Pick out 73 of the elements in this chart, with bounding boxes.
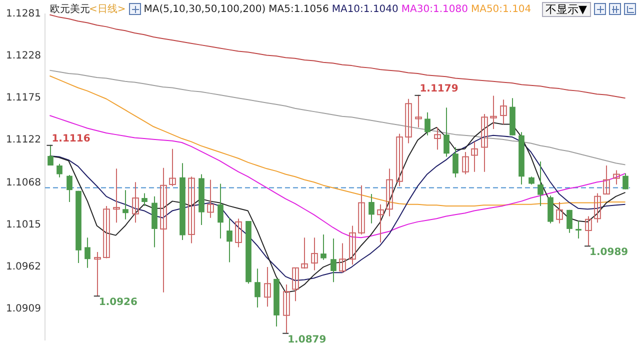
candlestick <box>56 163 62 178</box>
candlestick <box>613 170 620 186</box>
candlestick <box>339 242 346 274</box>
y-tick-label: 1.1228 <box>6 50 41 62</box>
candlestick <box>169 148 176 187</box>
candlestick <box>358 184 365 236</box>
candlestick <box>622 172 628 190</box>
candlestick <box>207 179 214 218</box>
candlestick <box>594 192 601 224</box>
candlestick <box>84 237 90 268</box>
candlestick <box>500 99 507 125</box>
candlestick <box>538 161 544 206</box>
candlestick <box>405 98 412 144</box>
candlestick <box>132 182 139 224</box>
candlestick <box>424 112 430 136</box>
candlestick <box>444 107 450 158</box>
candlestick <box>235 218 242 248</box>
candlestick <box>490 95 497 130</box>
y-tick-label: 1.1068 <box>6 178 41 189</box>
annotation: 1.0879 <box>288 334 326 346</box>
candlestick <box>301 237 308 270</box>
annotation: 1.0926 <box>98 297 138 308</box>
y-tick-label: 1.1122 <box>6 134 41 146</box>
candlestick <box>471 141 478 172</box>
candlestick <box>585 216 592 246</box>
candlestick <box>368 194 374 224</box>
text: MA30:1.1080 <box>401 4 468 14</box>
candlestick <box>292 267 299 302</box>
candlestick <box>386 168 393 217</box>
candlestick <box>481 113 488 172</box>
candlestick <box>142 192 148 206</box>
candlestick <box>320 234 326 260</box>
candlestick <box>254 268 260 308</box>
candlestick <box>330 238 336 283</box>
candlestick <box>122 190 128 220</box>
candlestick <box>103 205 110 259</box>
candlestick <box>452 146 458 178</box>
candlestick <box>415 94 422 128</box>
candlestick <box>264 266 271 308</box>
candlestick <box>226 217 232 263</box>
chart-subtitle: <日线> <box>89 2 126 16</box>
annotation: 1.1179 <box>420 84 458 94</box>
y-tick-label: 1.0909 <box>6 304 41 315</box>
candlestick <box>576 220 582 239</box>
candlestick <box>48 144 54 166</box>
candlestick <box>160 167 167 293</box>
text: MA5:1.1056 <box>268 4 329 14</box>
chart-title: 欧元美元 <box>50 2 90 16</box>
candlestick <box>434 126 441 150</box>
y-tick-label: 1.1281 <box>6 8 41 20</box>
candlestick <box>349 225 356 266</box>
annotation: 不显示▼ <box>542 2 591 16</box>
candlestick <box>113 168 120 224</box>
candlestick <box>94 251 101 296</box>
candlestick <box>603 165 610 195</box>
candlestick <box>311 237 318 271</box>
y-tick-label: 1.1175 <box>6 92 41 104</box>
candlestick <box>396 133 403 187</box>
candlestick <box>556 201 563 224</box>
candlestick <box>377 204 384 243</box>
candlestick <box>283 284 290 334</box>
y-tick-label: 1.1015 <box>6 220 41 231</box>
y-tick-label: 1.0962 <box>6 262 41 273</box>
annotation: 1.0989 <box>590 247 628 258</box>
text: MA10:1.1040 <box>332 4 398 14</box>
candlestick <box>66 174 72 202</box>
legend-title: MA(5,10,30,50,100,200) <box>144 4 266 14</box>
candlestick <box>462 152 469 175</box>
candlestick <box>218 183 224 239</box>
text: MA50:1.104 <box>470 4 532 14</box>
annotation: 1.1116 <box>52 133 90 144</box>
candlestick <box>566 209 572 234</box>
candlestick <box>188 176 195 244</box>
